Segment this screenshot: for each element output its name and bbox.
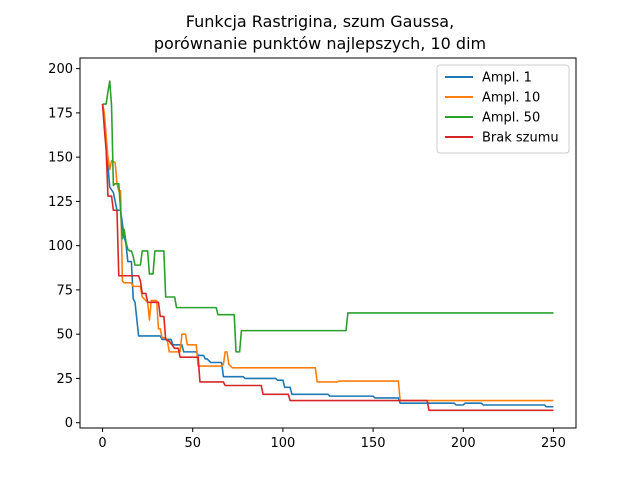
y-tick-label: 175 <box>48 106 73 121</box>
series-line-3 <box>101 103 554 412</box>
y-tick-label: 75 <box>56 283 73 298</box>
legend-label-3: Brak szumu <box>482 131 559 146</box>
plot-lines <box>101 80 554 412</box>
chart-title-line-1: Funkcja Rastrigina, szum Gaussa, <box>185 12 455 31</box>
legend-box <box>436 64 570 154</box>
y-axis: 0 25 50 75 100 125 150 175 200 <box>48 62 80 431</box>
x-tick-label: 250 <box>541 436 566 451</box>
legend: Ampl. 1 Ampl. 10 Ampl. 50 Brak szumu <box>436 64 570 154</box>
series-line-2 <box>102 80 554 353</box>
y-tick-label: 200 <box>48 62 73 77</box>
x-tick-label: 0 <box>98 436 106 451</box>
y-tick-label: 100 <box>48 239 73 254</box>
legend-label-1: Ampl. 10 <box>482 91 540 106</box>
x-tick-label: 200 <box>451 436 476 451</box>
x-tick-label: 150 <box>361 436 386 451</box>
y-tick-label: 125 <box>48 195 73 210</box>
x-tick-label: 100 <box>270 436 295 451</box>
y-tick-label: 0 <box>65 416 73 431</box>
x-tick-label: 50 <box>184 436 201 451</box>
chart-title-line-2: porównanie punktów najlepszych, 10 dim <box>153 34 487 53</box>
plot-frame <box>79 57 577 429</box>
x-axis: 0 50 100 150 200 250 <box>98 428 566 451</box>
legend-label-2: Ampl. 50 <box>482 111 540 126</box>
legend-label-0: Ampl. 1 <box>482 71 532 86</box>
y-tick-label: 150 <box>48 151 73 166</box>
series-line-1 <box>101 103 554 402</box>
y-tick-label: 25 <box>56 372 73 387</box>
y-tick-label: 50 <box>56 328 73 343</box>
